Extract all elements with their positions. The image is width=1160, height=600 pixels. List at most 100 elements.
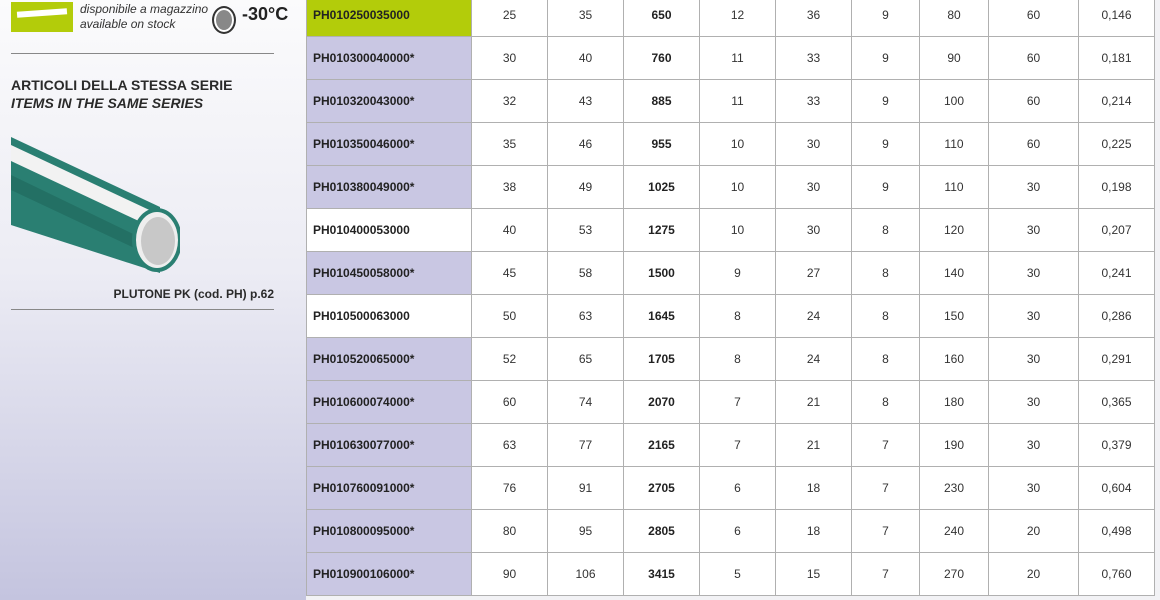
table-cell: 9 — [851, 79, 920, 123]
table-row: PH010320043000* 32 43 885 11 33 9 100 60 0,214 — [306, 79, 1155, 123]
table-cell: 32 — [471, 79, 548, 123]
table-cell: 0,214 — [1078, 79, 1155, 123]
table-cell: 2070 — [623, 380, 700, 424]
table-cell: 0,207 — [1078, 208, 1155, 252]
product-code: PH010450058000* — [306, 251, 472, 295]
table-cell: 0,181 — [1078, 36, 1155, 80]
table-cell: 35 — [547, 0, 624, 37]
table-row: PH010760091000* 76 91 2705 6 18 7 230 30 0,604 — [306, 466, 1155, 510]
table-cell: 160 — [919, 337, 989, 381]
table-cell: 65 — [547, 337, 624, 381]
table-cell: 52 — [471, 337, 548, 381]
table-cell: 30 — [775, 208, 852, 252]
table-cell: 760 — [623, 36, 700, 80]
product-code: PH010320043000* — [306, 79, 472, 123]
sidebar: disponibile a magazzino available on sto… — [0, 0, 306, 600]
table-row: PH010600074000* 60 74 2070 7 21 8 180 30 0,365 — [306, 380, 1155, 424]
table-cell: 50 — [471, 294, 548, 338]
table-cell: 27 — [775, 251, 852, 295]
table-cell: 2805 — [623, 509, 700, 553]
table-cell: 3415 — [623, 552, 700, 596]
table-cell: 8 — [851, 380, 920, 424]
table-cell: 9 — [851, 165, 920, 209]
table-cell: 46 — [547, 122, 624, 166]
product-code: PH010250035000 — [306, 0, 472, 37]
table-cell: 60 — [988, 0, 1079, 37]
product-code: PH010300040000* — [306, 36, 472, 80]
table-cell: 11 — [699, 79, 776, 123]
table-row: PH010400053000 40 53 1275 10 30 8 120 30 0,207 — [306, 208, 1155, 252]
table-row: PH010380049000* 38 49 1025 10 30 9 110 30 0,198 — [306, 165, 1155, 209]
table-cell: 140 — [919, 251, 989, 295]
table-cell: 30 — [988, 208, 1079, 252]
table-cell: 955 — [623, 122, 700, 166]
table-cell: 60 — [988, 79, 1079, 123]
divider — [11, 53, 274, 54]
table-cell: 180 — [919, 380, 989, 424]
table-cell: 30 — [775, 122, 852, 166]
table-cell: 24 — [775, 294, 852, 338]
table-cell: 40 — [547, 36, 624, 80]
table-cell: 9 — [699, 251, 776, 295]
table-row: PH010450058000* 45 58 1500 9 27 8 140 30 0,241 — [306, 251, 1155, 295]
table-cell: 230 — [919, 466, 989, 510]
table-cell: 0,760 — [1078, 552, 1155, 596]
table-cell: 8 — [699, 294, 776, 338]
table-cell: 8 — [851, 337, 920, 381]
table-cell: 21 — [775, 380, 852, 424]
table-cell: 74 — [547, 380, 624, 424]
table-cell: 58 — [547, 251, 624, 295]
table-cell: 33 — [775, 79, 852, 123]
product-code: PH010760091000* — [306, 466, 472, 510]
table-cell: 1500 — [623, 251, 700, 295]
related-item-link[interactable]: PLUTONE PK (cod. PH) p.62 — [113, 287, 274, 301]
product-code: PH010520065000* — [306, 337, 472, 381]
table-cell: 40 — [471, 208, 548, 252]
table-cell: 38 — [471, 165, 548, 209]
table-cell: 5 — [699, 552, 776, 596]
table-cell: 45 — [471, 251, 548, 295]
table-cell: 7 — [851, 509, 920, 553]
table-cell: 240 — [919, 509, 989, 553]
table-cell: 53 — [547, 208, 624, 252]
table-cell: 106 — [547, 552, 624, 596]
table-cell: 9 — [851, 36, 920, 80]
table-cell: 63 — [471, 423, 548, 467]
table-cell: 110 — [919, 122, 989, 166]
table-cell: 270 — [919, 552, 989, 596]
product-code: PH010500063000 — [306, 294, 472, 338]
table-cell: 0,365 — [1078, 380, 1155, 424]
series-title-it: ARTICOLI DELLA STESSA SERIE — [11, 77, 233, 93]
table-cell: 18 — [775, 509, 852, 553]
table-cell: 6 — [699, 509, 776, 553]
table-cell: 0,498 — [1078, 509, 1155, 553]
table-cell: 100 — [919, 79, 989, 123]
table-cell: 91 — [547, 466, 624, 510]
table-cell: 30 — [988, 423, 1079, 467]
table-cell: 7 — [699, 423, 776, 467]
table-cell: 0,604 — [1078, 466, 1155, 510]
table-cell: 8 — [851, 251, 920, 295]
table-cell: 80 — [471, 509, 548, 553]
table-cell: 7 — [851, 466, 920, 510]
table-cell: 60 — [471, 380, 548, 424]
table-cell: 60 — [988, 36, 1079, 80]
product-code: PH010600074000* — [306, 380, 472, 424]
table-cell: 0,291 — [1078, 337, 1155, 381]
table-cell: 76 — [471, 466, 548, 510]
product-code: PH010800095000* — [306, 509, 472, 553]
table-cell: 0,241 — [1078, 251, 1155, 295]
product-table: PH010250035000 25 35 650 12 36 9 80 60 0,146 PH010… — [306, 0, 1155, 596]
table-cell: 1645 — [623, 294, 700, 338]
table-cell: 110 — [919, 165, 989, 209]
table-cell: 30 — [988, 380, 1079, 424]
table-cell: 885 — [623, 79, 700, 123]
table-cell: 30 — [988, 466, 1079, 510]
table-cell: 9 — [851, 122, 920, 166]
table-cell: 120 — [919, 208, 989, 252]
table-cell: 0,146 — [1078, 0, 1155, 37]
table-cell: 2705 — [623, 466, 700, 510]
table-cell: 7 — [851, 552, 920, 596]
table-cell: 1275 — [623, 208, 700, 252]
table-cell: 21 — [775, 423, 852, 467]
